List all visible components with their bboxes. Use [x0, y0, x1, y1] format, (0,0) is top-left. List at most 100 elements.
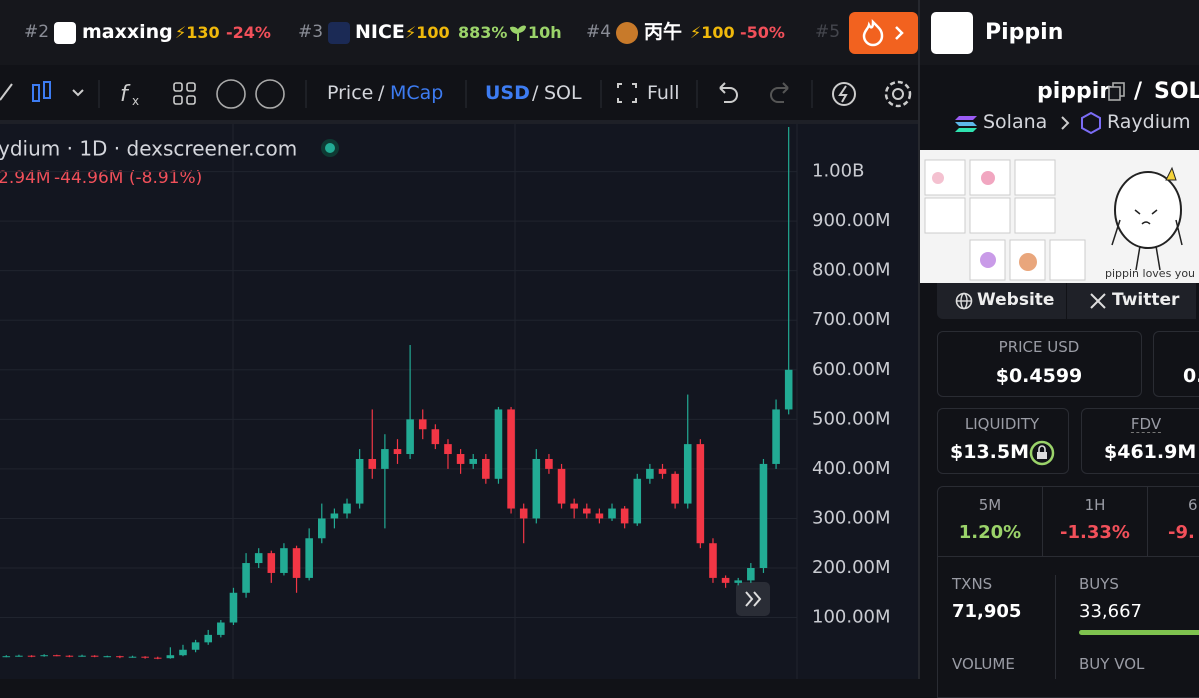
twitter-link[interactable]: Twitter [1112, 290, 1180, 310]
svg-text:x: x [132, 94, 139, 108]
candle-body [141, 656, 149, 658]
change: -50% [740, 23, 785, 42]
dex[interactable]: Raydium [1107, 111, 1191, 133]
copy-icon[interactable] [1108, 82, 1126, 102]
candle-body [103, 656, 112, 658]
rank: #3 [298, 22, 324, 42]
svg-text:f: f [120, 82, 131, 107]
rank: #2 [24, 22, 50, 42]
seedling-icon [510, 25, 526, 41]
candle-body [179, 649, 187, 656]
x-icon [1090, 293, 1106, 309]
y-tick-label: 900.00M [812, 210, 891, 231]
token-banner: pippin loves you [920, 150, 1199, 283]
candle-body [330, 513, 339, 519]
change: 883% [458, 23, 508, 42]
chain[interactable]: Solana [983, 111, 1048, 133]
fdv-card [1081, 408, 1199, 474]
token-name[interactable]: 丙午 [644, 21, 683, 43]
scroll-button[interactable] [736, 582, 770, 616]
mcap-toggle[interactable]: MCap [390, 82, 444, 104]
candle-body [696, 444, 705, 544]
trending-icon [862, 18, 904, 47]
token-logo[interactable] [616, 22, 638, 44]
candle-body [393, 449, 402, 455]
token-name[interactable]: NICE [355, 21, 405, 43]
token-logo[interactable] [54, 22, 76, 44]
candle-body [734, 580, 742, 583]
solana-icon [955, 116, 977, 132]
candle-body [709, 543, 717, 578]
divider [1147, 487, 1148, 556]
price-usd-value: $0.4599 [995, 365, 1083, 387]
chart-legend: ydium · 1D · dexscreener.com [0, 137, 297, 161]
token-name: Pippin [985, 20, 1064, 45]
candle-body [40, 655, 48, 657]
token-name[interactable]: maxxing [82, 21, 173, 43]
status-dot [325, 143, 335, 153]
fdv-label: FDV [1130, 415, 1162, 433]
toolbar [0, 65, 918, 124]
price-toggle[interactable]: Price [327, 82, 374, 104]
liquidity-label: LIQUIDITY [964, 415, 1040, 433]
boost: ⚡100 [405, 23, 450, 42]
candle-body [90, 655, 99, 657]
divider [1055, 575, 1056, 679]
candle-body [431, 429, 440, 445]
candle-body [532, 458, 541, 519]
divider [918, 0, 920, 679]
age: 10h [528, 23, 562, 42]
candle-body [721, 577, 730, 583]
price-usd-card [937, 331, 1142, 397]
candle-body [759, 463, 768, 568]
twitter-button[interactable] [1067, 283, 1196, 319]
candle-body [368, 458, 377, 469]
candle-body [2, 656, 11, 658]
price-usd-label: PRICE USD [998, 338, 1080, 356]
usd-toggle[interactable]: USD [485, 82, 530, 104]
txns-value: 71,905 [952, 601, 1022, 622]
candle-body [658, 468, 667, 474]
candle-body [254, 553, 263, 564]
candle-body [27, 655, 36, 657]
boost: ⚡100 [690, 23, 735, 42]
change-label: 1H [1084, 496, 1106, 514]
candle-body [153, 657, 162, 659]
chart-background [0, 124, 918, 679]
candle-body [784, 369, 793, 410]
candle-body [545, 458, 553, 469]
candle-body [116, 656, 124, 658]
stats-card [937, 486, 1199, 698]
globe-icon [955, 292, 973, 310]
y-tick-label: 700.00M [812, 309, 891, 330]
chevron [1061, 116, 1070, 130]
candle-body [267, 553, 276, 573]
candle-body [166, 655, 175, 659]
sol-toggle[interactable]: SOL [544, 82, 582, 104]
candle-body [671, 473, 679, 504]
liquidity-value: $13.5M [950, 441, 1030, 463]
candle-body [355, 458, 364, 504]
candle-body [229, 592, 238, 623]
candle-body [292, 548, 301, 578]
y-tick-label: 800.00M [812, 260, 891, 281]
y-tick-label: 100.00M [812, 607, 891, 628]
change-value: -9. [1168, 522, 1195, 543]
lock-icon [1029, 440, 1055, 466]
candle-body [305, 538, 313, 578]
website-link[interactable]: Website [977, 290, 1055, 310]
change-label: 6 [1188, 496, 1198, 514]
y-tick-label: 300.00M [812, 507, 891, 528]
top-bar [0, 0, 920, 65]
buys-value: 33,667 [1079, 601, 1142, 622]
candle-body [78, 655, 86, 657]
separator: / [378, 82, 385, 104]
ohlc-value: 2.94M [0, 168, 51, 188]
candle-body [646, 468, 654, 479]
boost: ⚡130 [175, 23, 220, 42]
buy-ratio-bar [1079, 630, 1199, 635]
trending-button[interactable] [849, 12, 918, 54]
fullscreen-button[interactable]: Full [647, 82, 680, 104]
token-logo[interactable] [328, 22, 350, 44]
